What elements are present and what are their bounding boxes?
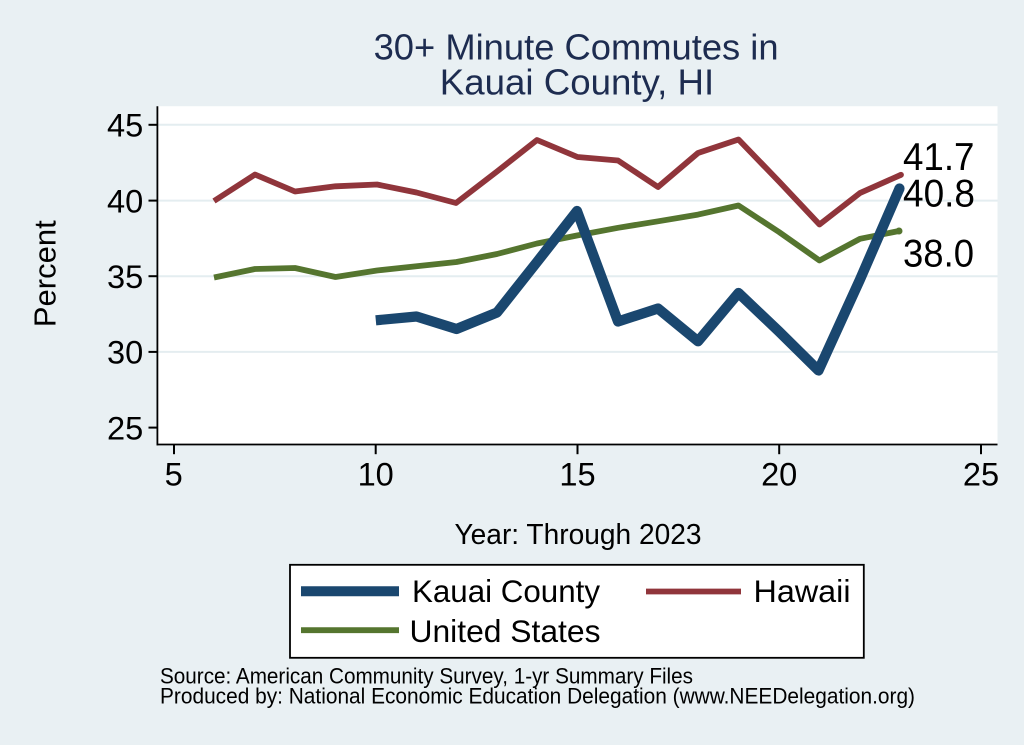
svg-text:40.8: 40.8 (903, 172, 975, 215)
svg-text:Produced by: National Economic: Produced by: National Economic Education… (160, 683, 915, 708)
svg-text:30: 30 (107, 334, 143, 371)
svg-text:Kauai County, HI: Kauai County, HI (440, 61, 714, 102)
svg-text:United States: United States (410, 614, 601, 649)
svg-text:30+ Minute Commutes in: 30+ Minute Commutes in (374, 27, 779, 68)
svg-text:25: 25 (107, 409, 143, 446)
svg-text:Hawaii: Hawaii (754, 574, 851, 609)
svg-text:35: 35 (107, 258, 143, 295)
svg-text:10: 10 (358, 456, 394, 493)
svg-text:20: 20 (761, 456, 797, 493)
svg-text:Year: Through 2023: Year: Through 2023 (455, 519, 702, 551)
svg-text:Source: American Community Sur: Source: American Community Survey, 1-yr … (160, 664, 693, 689)
svg-text:5: 5 (165, 456, 183, 493)
svg-text:Percent: Percent (28, 220, 63, 327)
svg-text:45: 45 (107, 107, 143, 144)
svg-text:Kauai County: Kauai County (412, 574, 600, 609)
svg-text:25: 25 (963, 456, 999, 493)
svg-text:38.0: 38.0 (903, 232, 974, 275)
svg-text:15: 15 (559, 456, 595, 493)
svg-text:41.7: 41.7 (903, 136, 975, 179)
svg-text:40: 40 (107, 182, 143, 219)
